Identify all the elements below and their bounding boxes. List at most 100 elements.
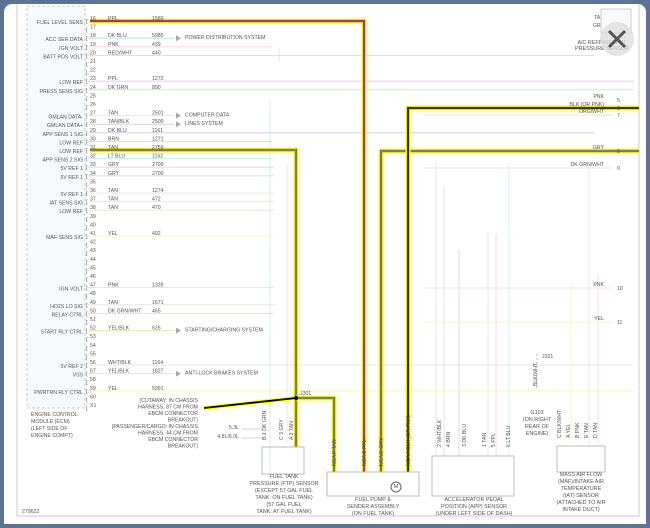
connector-bracket-icon: [: [86, 88, 88, 94]
pin-number: 43: [90, 248, 96, 254]
pin-number: 59: [90, 386, 96, 392]
connector-bracket-icon: [: [86, 200, 88, 206]
right-wire-color: TAN: [594, 15, 604, 21]
ecm-caption: ENGINE COMPT): [31, 433, 73, 439]
ftp-pin-label: C 3 GRY: [279, 419, 285, 440]
circuit-number: 1271: [152, 136, 164, 142]
connector-bracket-icon: [: [86, 286, 88, 292]
right-wire-color: PNK: [593, 282, 604, 288]
connector-bracket-icon: [: [86, 148, 88, 154]
pin-function-label: PWRTRN RLY CTRL: [34, 390, 83, 396]
splice-note: EBCM CONNECTOR: [148, 411, 198, 417]
ftp-caption: PRESSURE (FTP) SENSOR: [249, 481, 318, 487]
pin-number: 29: [90, 128, 96, 134]
close-button[interactable]: [600, 22, 634, 56]
pump-pin-label: NCA B PPL: [362, 439, 368, 466]
wire-color: YEL/BLK: [108, 326, 130, 332]
diagram-viewer: 16 FUEL LEVEL SENS PPL 1589[17[18 ACC SER DA…: [4, 4, 646, 524]
wire-color: DK BLU: [108, 33, 127, 39]
connector-bracket-icon: [: [86, 71, 88, 77]
app-pin-label: 1 TAN: [482, 433, 488, 447]
circuit-number: 1671: [152, 300, 164, 306]
pin-number: 48: [90, 291, 96, 297]
connector-bracket-icon: [: [86, 260, 88, 266]
pin-number: 39: [90, 214, 96, 220]
app-pin-label: 3 DK BLU: [462, 424, 468, 447]
ground-caption: (ON RIGHT: [523, 417, 552, 423]
splice-note: BREAKOUT): [168, 444, 199, 450]
connector-bracket-icon: [: [86, 139, 88, 145]
ecm-box: [26, 5, 86, 409]
connector-bracket-icon: [: [86, 243, 88, 249]
pin-number: 46: [90, 274, 96, 280]
circuit-number: 1272: [152, 76, 164, 82]
pin-function-label: APP SENS 1 SIG: [42, 132, 83, 138]
system-reference: POWER DISTRIBUTION SYSTEM: [185, 35, 265, 41]
connector-bracket-icon: [: [86, 234, 88, 240]
connector-bracket-icon: [: [86, 329, 88, 335]
wire-color: DK BLU: [108, 128, 127, 134]
circuit-number: 2500: [152, 119, 164, 125]
right-wire-color: GRY: [593, 145, 605, 151]
connector-bracket-icon: [: [86, 397, 88, 403]
connector-bracket-icon: [: [86, 372, 88, 378]
maf-sensor-box: [556, 445, 606, 473]
circuit-number: 5991: [152, 386, 164, 392]
system-reference: STARTING/CHARGING SYSTEM: [185, 328, 263, 334]
pin-number: 60: [90, 394, 96, 400]
connector-bracket-icon: [: [86, 105, 88, 111]
pin-function-label: LOW REF: [59, 140, 83, 146]
splice-note: (CUTAWAY: IN CHASSIS: [139, 398, 198, 404]
circuit-2759-tan-pump-outline: [296, 396, 336, 472]
pin-number: 50: [90, 308, 96, 314]
ac-sensor-caption: PRESSURE SENSOR: [575, 46, 629, 52]
pin-number: 26: [90, 102, 96, 108]
splice-note: HARNESS, 44 CM FROM: [138, 431, 198, 437]
right-wire-color: YEL: [594, 316, 604, 322]
ftp-caption: (57 GAL FUEL: [266, 502, 301, 508]
right-wire-color: ORG/WHT: [579, 109, 605, 115]
app-caption: (UNDER LEFT SIDE OF DASH): [436, 511, 513, 517]
circuit-number: 5985: [152, 33, 164, 39]
circuit-2759-tan-pump: [296, 397, 335, 472]
connector-bracket-icon: [: [86, 19, 88, 25]
connector-bracket-icon: [: [86, 389, 88, 395]
pin-function-label: IAT SENS SIG: [49, 201, 83, 207]
maf-caption: (MAF)/INTAKE AIR: [558, 479, 604, 485]
wire-color: BRN: [108, 136, 119, 142]
pin-number: 30: [90, 136, 96, 142]
wire-color: GRY: [108, 162, 120, 168]
wire-color: TAN: [108, 205, 118, 211]
pin-function-label: HO2S LO SIG: [50, 304, 83, 310]
connector-bracket-icon: [: [86, 320, 88, 326]
circuit-number: 470: [152, 205, 161, 211]
connector-bracket-icon: [: [86, 165, 88, 171]
connector-bracket-icon: [: [86, 294, 88, 300]
circuit-2759-tan: [90, 149, 297, 447]
wire-color: PPL: [108, 16, 118, 22]
pin-number: 32: [90, 154, 96, 160]
pin-number: 36: [90, 188, 96, 194]
system-reference: ANTI-LOCK BRAKES SYSTEM: [185, 371, 258, 377]
wire-color: GRY: [108, 171, 120, 177]
circuit-1589-ppl: [90, 20, 365, 472]
wire-color: WHT/BLK: [108, 360, 132, 366]
engine-option-label: 4.8L/6.0L: [217, 434, 239, 440]
arrow-icon: [176, 112, 181, 119]
pin-number: 21: [90, 59, 96, 65]
connector-bracket-icon: [: [86, 131, 88, 137]
circuit-number: 2759: [152, 145, 164, 151]
pin-number: 25: [90, 93, 96, 99]
pin-function-label: GMLAN DATA-: [48, 115, 83, 121]
wire-color: DK GRN/WHT: [108, 308, 142, 314]
pin-number: 49: [90, 300, 96, 306]
pin-number: 22: [90, 68, 96, 74]
circuit-number: 890: [152, 85, 161, 91]
wire-color: PNK: [108, 283, 119, 289]
app-caption: ACCELERATOR PEDAL: [444, 497, 503, 503]
maf-pin-label: D TAN: [593, 423, 599, 438]
connector-bracket-icon: [: [86, 182, 88, 188]
ftp-pin-label: A 3 TAN: [289, 421, 295, 440]
right-wire-color: PNK: [593, 94, 604, 100]
